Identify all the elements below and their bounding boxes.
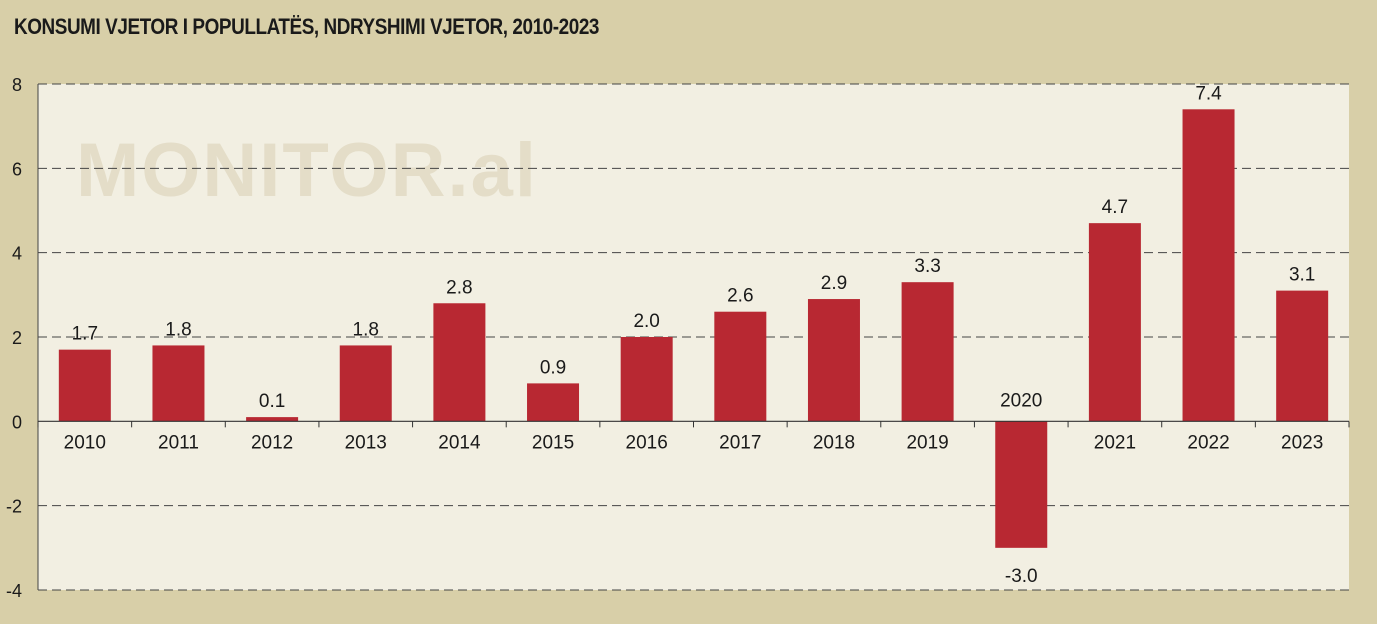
data-label: 3.3: [914, 256, 940, 277]
x-tick-label: 2015: [532, 432, 574, 453]
data-label: 0.9: [540, 357, 566, 378]
y-tick-label: 0: [12, 412, 22, 432]
data-label: 2.8: [446, 277, 472, 298]
x-tick-label: 2016: [626, 432, 668, 453]
y-tick-label: 2: [12, 328, 22, 348]
bar: [152, 345, 205, 422]
x-tick-label: 2012: [251, 432, 293, 453]
bar: [807, 299, 860, 422]
x-tick-label: 2022: [1187, 432, 1229, 453]
watermark: MONITOR.al: [76, 128, 538, 213]
bar: [714, 311, 767, 422]
y-tick-label: 8: [12, 75, 22, 95]
bar: [527, 383, 580, 422]
bars: [58, 109, 1329, 548]
data-label: 1.7: [72, 324, 98, 345]
bar: [995, 421, 1048, 548]
chart-title: KONSUMI VJETOR I POPULLATËS, NDRYSHIMI V…: [14, 14, 600, 39]
bar: [58, 349, 111, 422]
y-tick-label: -4: [6, 581, 22, 601]
y-tick-label: 4: [12, 244, 22, 264]
bar: [339, 345, 392, 422]
x-tick-label: 2020: [1000, 390, 1042, 411]
data-label: 1.8: [165, 319, 191, 340]
data-label: 3.1: [1289, 265, 1315, 286]
x-tick-label: 2017: [719, 432, 761, 453]
bar: [620, 337, 673, 422]
bar: [246, 417, 299, 422]
x-tick-label: 2023: [1281, 432, 1323, 453]
x-tick-label: 2011: [158, 432, 199, 453]
x-tick-label: 2013: [345, 432, 387, 453]
data-label: 2.0: [633, 311, 659, 332]
x-tick-label: 2019: [906, 432, 948, 453]
labels: 1.7 2010 1.8 2011 0.1 2012 1.8 2013 2.8 2014 0.9 20…: [64, 83, 1324, 587]
data-label: 1.8: [353, 319, 379, 340]
data-label: 4.7: [1102, 197, 1128, 218]
x-tick-label: 2018: [813, 432, 855, 453]
data-label: -3.0: [1005, 566, 1038, 587]
bar: [1276, 290, 1329, 422]
x-tick-label: 2014: [438, 432, 481, 453]
data-label: 0.1: [259, 391, 285, 412]
x-tick-label: 2021: [1094, 432, 1136, 453]
y-tick-label: 6: [12, 159, 22, 179]
y-tick-label: -2: [6, 497, 22, 517]
x-tick-label: 2010: [64, 432, 106, 453]
bar: [1182, 109, 1235, 422]
bar: [433, 303, 486, 422]
bar: [1088, 223, 1141, 422]
bar: [901, 282, 954, 422]
data-label: 7.4: [1195, 83, 1222, 104]
data-label: 2.6: [727, 286, 753, 307]
data-label: 2.9: [821, 273, 847, 294]
axes: -4 -2 0 2 4 6 8: [6, 75, 1350, 601]
